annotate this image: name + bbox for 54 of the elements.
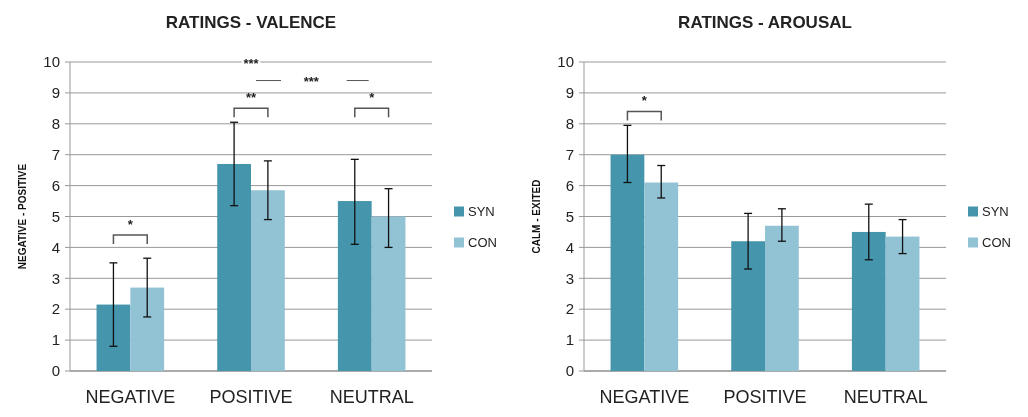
y-tick-label: 1 [565, 331, 574, 349]
legend-label: CON [468, 235, 497, 251]
y-axis-title: CALM - EXITED [531, 179, 542, 254]
x-tick-label: POSITIVE [723, 387, 807, 407]
bar [371, 216, 406, 371]
annotation: *** [303, 74, 320, 90]
bar [251, 190, 285, 371]
chart-title: RATINGS - AROUSAL [678, 13, 852, 32]
y-tick-label: 9 [51, 84, 60, 102]
bar [337, 201, 372, 371]
y-tick-label: 10 [43, 53, 60, 71]
y-tick-label: 0 [565, 362, 574, 380]
bar [731, 241, 765, 371]
y-tick-label: 1 [51, 331, 60, 349]
y-tick-label: 0 [51, 362, 60, 380]
bar [851, 231, 886, 371]
annotation: * [369, 90, 376, 106]
bar [644, 182, 679, 371]
legend-label: SYN [982, 204, 1009, 220]
y-tick-label: 10 [557, 53, 574, 71]
annotation: *** [243, 55, 260, 71]
y-tick-label: 5 [51, 207, 60, 225]
annotation: ** [245, 90, 257, 106]
y-tick-label: 6 [51, 176, 60, 194]
y-tick-label: 2 [51, 300, 60, 318]
bar [765, 225, 799, 371]
x-tick-label: NEGATIVE [85, 387, 176, 407]
y-tick-label: 8 [565, 115, 574, 133]
y-tick-label: 9 [565, 84, 574, 102]
bar [610, 154, 645, 371]
legend-label: CON [982, 235, 1011, 251]
y-tick-label: 5 [565, 207, 574, 225]
y-tick-label: 8 [51, 115, 60, 133]
y-tick-label: 4 [51, 238, 60, 256]
y-tick-label: 7 [565, 145, 574, 163]
chart-title: RATINGS - VALENCE [165, 13, 337, 32]
x-tick-label: NEUTRAL [843, 387, 928, 407]
y-tick-label: 7 [51, 145, 60, 163]
x-tick-label: NEGATIVE [599, 387, 690, 407]
bar [96, 304, 131, 371]
y-tick-label: 3 [565, 269, 574, 287]
y-tick-label: 6 [565, 176, 574, 194]
annotation: * [127, 217, 134, 233]
y-axis-title: NEGATIVE - POSITIVE [17, 163, 28, 270]
y-tick-label: 4 [565, 238, 574, 256]
bar [885, 236, 920, 371]
bar [130, 287, 165, 371]
y-tick-label: 3 [51, 269, 60, 287]
y-tick-label: 2 [565, 300, 574, 318]
annotation: * [641, 93, 648, 109]
bar [217, 163, 251, 371]
legend-label: SYN [468, 204, 495, 220]
x-tick-label: NEUTRAL [329, 387, 414, 407]
x-tick-label: POSITIVE [209, 387, 293, 407]
